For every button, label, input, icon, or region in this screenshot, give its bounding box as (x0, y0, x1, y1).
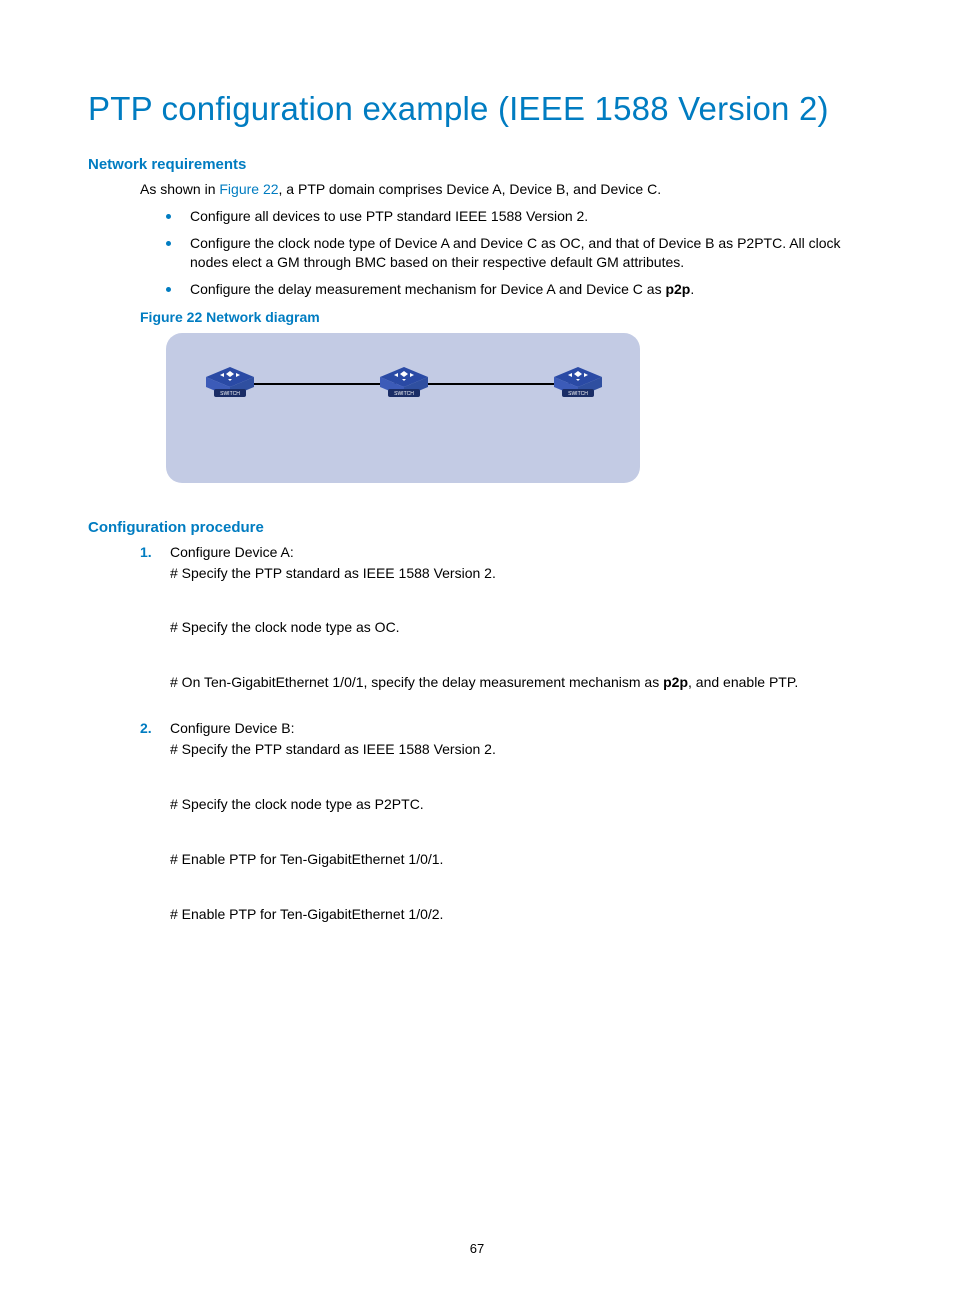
step-line: # Specify the PTP standard as IEEE 1588 … (170, 564, 864, 583)
figure-caption: Figure 22 Network diagram (140, 309, 864, 325)
step-line: # Enable PTP for Ten-GigabitEthernet 1/0… (170, 905, 864, 924)
step-line: # On Ten-GigabitEthernet 1/0/1, specify … (170, 673, 864, 692)
intro-paragraph: As shown in Figure 22, a PTP domain comp… (140, 181, 864, 197)
diagram-link (240, 383, 396, 385)
list-item: Configure the clock node type of Device … (166, 234, 864, 272)
step-line: # Enable PTP for Ten-GigabitEthernet 1/0… (170, 850, 864, 869)
step-title: Configure Device A: (170, 544, 864, 560)
step-item: Configure Device A: # Specify the PTP sta… (140, 544, 864, 693)
steps-list: Configure Device A: # Specify the PTP sta… (140, 544, 864, 924)
svg-text:SWITCH: SWITCH (394, 391, 414, 397)
step-line: # Specify the clock node type as OC. (170, 618, 864, 637)
step-line: # Specify the PTP standard as IEEE 1588 … (170, 740, 864, 759)
page-number: 67 (0, 1241, 954, 1256)
intro-suffix: , a PTP domain comprises Device A, Devic… (279, 181, 662, 197)
configuration-procedure-heading: Configuration procedure (88, 519, 864, 536)
device-a-switch: SWITCH (206, 367, 254, 408)
step-item: Configure Device B: # Specify the PTP sta… (140, 720, 864, 924)
intro-prefix: As shown in (140, 181, 219, 197)
page: PTP configuration example (IEEE 1588 Ver… (0, 0, 954, 1296)
svg-text:SWITCH: SWITCH (220, 391, 240, 397)
network-requirements-heading: Network requirements (88, 156, 864, 173)
svg-text:SWITCH: SWITCH (568, 391, 588, 397)
list-item: Configure the delay measurement mechanis… (166, 280, 864, 299)
figure-link[interactable]: Figure 22 (219, 181, 278, 197)
list-item: Configure all devices to use PTP standar… (166, 207, 864, 226)
step-line: # Specify the clock node type as P2PTC. (170, 795, 864, 814)
step-title: Configure Device B: (170, 720, 864, 736)
device-b-switch: SWITCH (380, 367, 428, 408)
diagram-link (414, 383, 570, 385)
device-c-switch: SWITCH (554, 367, 602, 408)
page-title: PTP configuration example (IEEE 1588 Ver… (88, 90, 864, 128)
network-diagram: SWITCH SWITCH SWITCH (166, 333, 640, 483)
requirements-list: Configure all devices to use PTP standar… (166, 207, 864, 299)
